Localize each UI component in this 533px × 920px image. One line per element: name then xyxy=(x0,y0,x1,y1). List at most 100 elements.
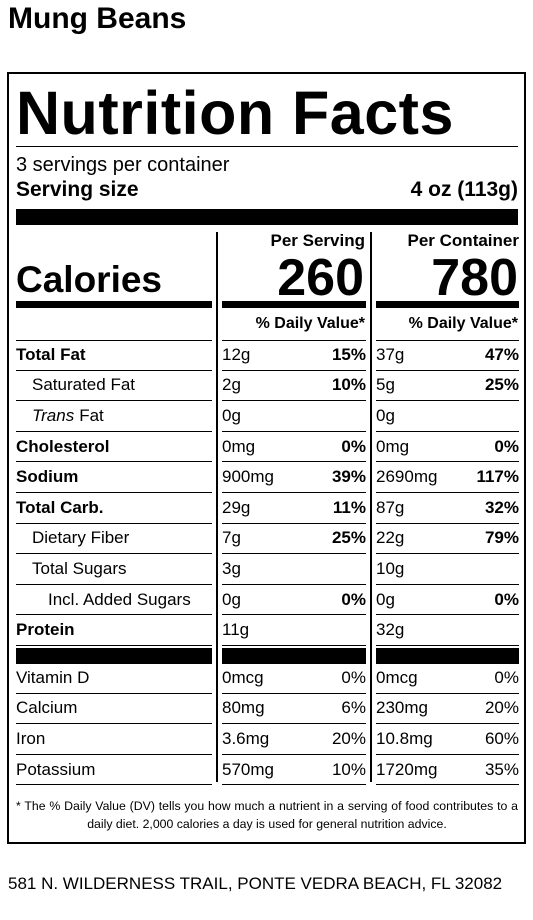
nutrient-name: Iron xyxy=(16,728,46,748)
daily-value: 20% xyxy=(331,728,366,748)
amount: 0g xyxy=(376,405,395,425)
label-title: Nutrition Facts xyxy=(16,79,454,147)
amount-cell: 37g 47% xyxy=(376,340,519,371)
amount-cell: 0g xyxy=(222,401,366,432)
amount-cell: 2690mg 117% xyxy=(376,462,519,493)
amount: 0g xyxy=(376,589,395,609)
nutrient-name: Vitamin D xyxy=(16,668,90,688)
daily-value: 79% xyxy=(484,528,519,548)
nutrient-name-cell: Protein xyxy=(16,615,212,646)
amount: 10.8mg xyxy=(376,728,433,748)
nutrient-name: Total Carb. xyxy=(16,497,104,517)
nutrient-name-cell: Total Carb. xyxy=(16,493,212,524)
nutrient-name-wrap: Saturated Fat xyxy=(16,375,135,395)
amount-cell: 0mg 0% xyxy=(376,432,519,463)
amount: 87g xyxy=(376,497,405,517)
amount: 3.6mg xyxy=(222,728,270,748)
nutrient-name-wrap: Cholesterol xyxy=(16,437,110,457)
amount: 32g xyxy=(376,620,405,640)
amount: 0mg xyxy=(376,436,410,456)
thick-bar xyxy=(222,648,366,663)
dv-header: % Daily Value* xyxy=(408,315,518,332)
amount-cell: 1720mg 35% xyxy=(376,755,519,786)
amount: 12g xyxy=(222,345,251,365)
amount: 1720mg xyxy=(376,759,438,779)
daily-value: 0% xyxy=(341,589,366,609)
amount-cell: 87g 32% xyxy=(376,493,519,524)
nutrient-name-wrap: Sodium xyxy=(16,467,78,487)
daily-value: 0% xyxy=(494,668,519,688)
daily-value: 117% xyxy=(476,467,519,487)
amount: 0mcg xyxy=(222,668,264,688)
nutrient-name-cell: Potassium xyxy=(16,755,212,786)
amount: 80mg xyxy=(222,698,265,718)
nutrient-table: Total Fat 12g 15% 37g 47% Saturated Fat 2g 10% 5… xyxy=(16,340,519,646)
amount: 5g xyxy=(376,375,395,395)
daily-value: 35% xyxy=(484,759,519,779)
daily-value: 10% xyxy=(331,375,366,395)
thick-bar xyxy=(376,301,519,308)
amount: 0mcg xyxy=(376,668,418,688)
amount: 11g xyxy=(222,620,250,640)
nutrient-name-wrap: Potassium xyxy=(16,760,95,780)
nutrient-name: Total Fat xyxy=(16,345,86,365)
amount: 900mg xyxy=(222,467,274,487)
amount: 22g xyxy=(376,528,405,548)
amount-cell: 0g xyxy=(376,401,519,432)
daily-value: 20% xyxy=(484,698,519,718)
amount: 0g xyxy=(222,589,241,609)
amount-cell: 0mcg 0% xyxy=(376,663,519,694)
address: 581 N. WILDERNESS TRAIL, PONTE VEDRA BEA… xyxy=(8,874,503,893)
calories-value: 260 xyxy=(277,249,364,307)
product-name: Mung Beans xyxy=(8,2,187,35)
nutrient-name-wrap: Incl. Added Sugars xyxy=(16,590,191,610)
nutrient-name-cell: Dietary Fiber xyxy=(16,524,212,555)
nutrient-name: Incl. Added Sugars xyxy=(48,589,191,609)
column-divider xyxy=(216,232,218,782)
thick-bar xyxy=(376,648,519,663)
amount-cell: 7g 25% xyxy=(222,524,366,555)
nutrient-name-cell: Total Sugars xyxy=(16,554,212,585)
thick-bar xyxy=(16,301,212,308)
amount-cell: 10.8mg 60% xyxy=(376,724,519,755)
daily-value: 6% xyxy=(341,698,366,718)
serving-size-label: Serving size xyxy=(16,178,139,201)
amount-cell: 3.6mg 20% xyxy=(222,724,366,755)
amount: 29g xyxy=(222,497,251,517)
daily-value: 47% xyxy=(484,345,519,365)
amount: 10g xyxy=(376,558,405,578)
nutrient-name-wrap: Vitamin D xyxy=(16,668,89,688)
nutrient-name: Sodium xyxy=(16,467,79,487)
amount: 3g xyxy=(222,558,241,578)
label-box xyxy=(7,72,526,844)
nutrient-name-wrap: Calcium xyxy=(16,698,77,718)
amount: 230mg xyxy=(376,698,428,718)
nutrient-name: Potassium xyxy=(16,759,96,779)
amount: 2g xyxy=(222,375,241,395)
daily-value: 10% xyxy=(331,759,366,779)
amount-cell: 32g xyxy=(376,615,519,646)
nutrient-name-cell: Calcium xyxy=(16,694,212,725)
divider xyxy=(16,146,518,147)
nutrient-name: Cholesterol xyxy=(16,436,110,456)
thick-bar xyxy=(16,648,212,663)
servings: 3 servings per container xyxy=(16,154,230,176)
daily-value: 0% xyxy=(341,436,366,456)
amount: 0g xyxy=(222,405,241,425)
column-header: Per Serving xyxy=(270,231,366,250)
nutrient-name: Saturated Fat xyxy=(32,375,136,395)
dv-header: % Daily Value* xyxy=(255,315,365,332)
footnote: * The % Daily Value (DV) tells you how m… xyxy=(16,799,518,831)
serving-size: 4 oz (113g) xyxy=(410,178,518,201)
amount-cell: 0g 0% xyxy=(376,585,519,616)
nutrient-name-cell: Cholesterol xyxy=(16,432,212,463)
nutrient-name: Protein xyxy=(16,620,75,640)
calories-value: 780 xyxy=(431,249,518,307)
nutrient-name-cell: Vitamin D xyxy=(16,663,212,694)
nutrient-name: Calcium xyxy=(16,698,78,718)
daily-value: 60% xyxy=(484,728,519,748)
amount-cell: 10g xyxy=(376,554,519,585)
column-header: Per Container xyxy=(407,231,519,250)
amount-cell: 900mg 39% xyxy=(222,462,366,493)
